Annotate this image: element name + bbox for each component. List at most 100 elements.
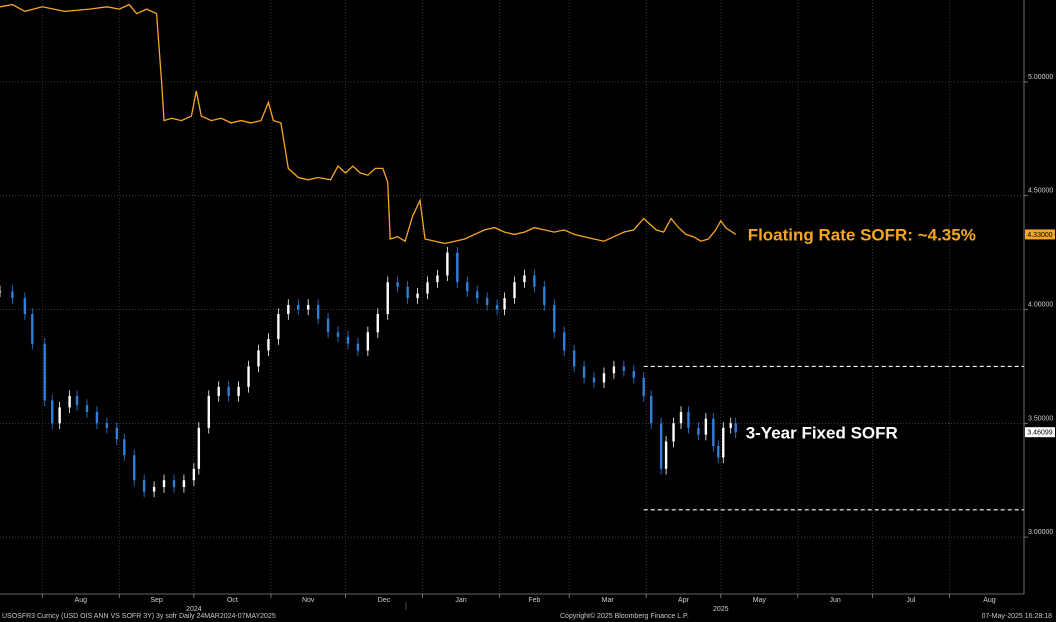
candle-body [679,411,683,424]
candle-body [513,282,516,299]
candle-body [582,366,586,378]
candle-body [227,386,230,396]
y-tick-label: 5.00000 [1028,74,1053,81]
x-tick-label: Jun [829,597,840,604]
candle-body [446,252,449,276]
candle-body [664,441,668,469]
candle-body [672,423,675,442]
candle-body [416,293,419,299]
candle-body [346,336,350,344]
candle-body [197,427,201,469]
candle-body [622,366,626,371]
candle-body [123,439,126,456]
footer-security-description: USOSFR3 Curncy (USD OIS ANN VS SOFR 3Y) … [2,613,276,620]
candle-body [426,282,429,294]
year-label: 2025 [713,606,729,613]
candle-body [50,400,54,424]
year-label: 2024 [186,606,202,613]
candle-body [0,291,2,293]
candle-body [43,343,46,401]
candle-body [297,304,300,310]
candle-body [406,286,409,299]
x-tick-label: May [753,597,767,604]
candle-body [68,396,71,408]
candle-body [237,386,240,396]
candle-body [316,304,320,319]
candle-body [503,298,506,310]
candle-body [704,418,708,435]
candle-body [602,373,606,383]
candle-body [162,480,166,488]
candle-body [697,427,700,435]
x-tick-label: Sep [150,597,163,604]
candle-body [523,275,526,283]
x-tick-label: Aug [983,597,996,604]
last-value-label: 4.33000 [1027,232,1052,239]
candle-body [543,286,546,305]
footer-timestamp: 07-May-2025 16:28:18 [981,613,1052,620]
annotations: Floating Rate SOFR: ~4.35% 3-Year Fixed S… [746,225,976,442]
candle-body [95,411,99,424]
y-tick-label: 4.00000 [1028,302,1053,309]
series-annotation: Floating Rate SOFR: ~4.35% [748,225,976,244]
last-value-tag [1025,229,1055,240]
candle-body [649,396,653,424]
candle-body [456,252,459,283]
candle-body [466,282,469,292]
candle-body [336,332,340,337]
candle-body [396,282,399,287]
candle-body [11,291,14,299]
candle-body [572,350,576,367]
candle-body [152,487,156,492]
candle-body [712,418,715,447]
candle-body [247,366,250,387]
candle-body [75,396,79,406]
x-tick-label: Apr [678,597,690,604]
candle-body [257,350,260,367]
last-value-tag [1025,427,1055,438]
candle-body [115,427,119,440]
series-layer [0,3,737,498]
candle-body [105,423,109,428]
x-tick-label: Oct [227,597,238,604]
candle-body [172,480,176,488]
candle-body [267,339,270,351]
candle-body [277,314,280,340]
candle-body [734,423,737,433]
candle-body [436,275,439,283]
y-tick-label: 3.00000 [1028,529,1053,536]
x-tick-label: Jul [906,597,915,604]
footer-copyright: Copyright© 2025 Bloomberg Finance L.P. [560,613,689,620]
y-tick-label: 3.50000 [1028,415,1053,422]
candle-body [287,304,290,315]
candle-body [192,468,196,481]
series-annotation: 3-Year Fixed SOFR [746,423,898,442]
x-tick-label: Nov [302,597,315,604]
candle-body [632,370,635,378]
candle-body [31,314,34,344]
candle-body [356,343,360,351]
candle-body [729,423,732,428]
candle-body [306,304,310,310]
candle-body [133,455,136,481]
series-line [0,3,737,245]
candle-body [85,405,89,412]
candle-body [642,377,645,396]
candle-body [612,366,616,374]
candle-body [366,332,370,351]
candle-body [592,377,596,383]
x-tick-label: Jan [455,597,466,604]
candle-body [23,298,27,315]
candle-body [495,304,499,310]
candle-body [659,423,663,469]
candle-body [687,411,690,428]
candle-body [386,282,389,315]
x-tick-label: Feb [528,597,540,604]
candle-body [182,480,186,488]
candle-body [376,314,379,333]
x-tick-label: Mar [602,597,615,604]
candle-body [722,427,725,458]
candle-body [58,407,61,424]
